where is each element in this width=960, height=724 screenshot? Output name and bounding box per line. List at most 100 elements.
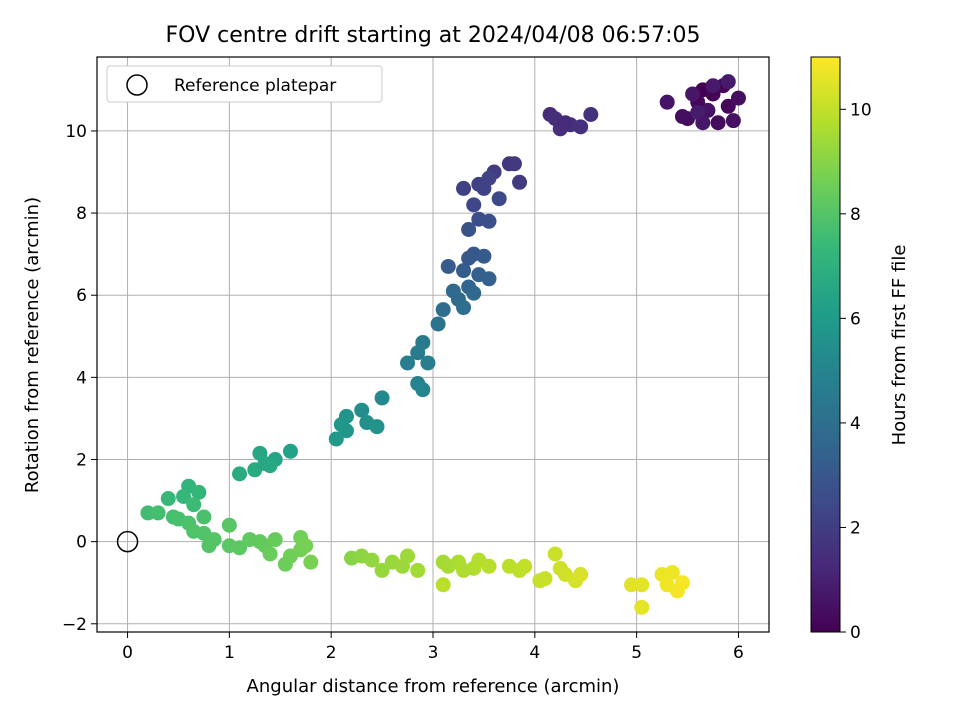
scatter-point [573, 119, 589, 135]
colorbar-tick-label: 6 [850, 309, 861, 329]
scatter-point [456, 263, 472, 279]
scatter-point [506, 156, 522, 172]
scatter-point [221, 517, 237, 533]
x-tick-label: 4 [529, 643, 540, 663]
scatter-point [725, 113, 741, 129]
legend-marker-icon [126, 74, 148, 96]
reference-platepar-marker [116, 530, 139, 553]
scatter-point [705, 78, 721, 94]
scatter-point [456, 180, 472, 196]
scatter-point [664, 564, 680, 580]
y-tick-label: 6 [76, 286, 87, 306]
data-points [140, 74, 746, 615]
scatter-point [303, 554, 319, 570]
scatter-point [232, 466, 248, 482]
scatter-point [481, 213, 497, 229]
scatter-point [512, 174, 528, 190]
scatter-point [374, 390, 390, 406]
y-tick-label: 2 [76, 451, 87, 471]
scatter-point [201, 538, 217, 554]
y-tick-label: 4 [76, 368, 87, 388]
scatter-point [196, 509, 212, 525]
scatter-point [282, 443, 298, 459]
colorbar-tick-label: 10 [850, 100, 872, 120]
x-tick-label: 5 [631, 643, 642, 663]
scatter-point [557, 115, 573, 131]
y-tick-label: 8 [76, 204, 87, 224]
scatter-point [634, 577, 650, 593]
scatter-point [476, 248, 492, 264]
scatter-point [690, 104, 706, 120]
x-tick-label: 1 [224, 643, 235, 663]
x-axis-label: Angular distance from reference (arcmin) [247, 676, 620, 697]
scatter-point [466, 197, 482, 213]
legend-box [106, 65, 383, 103]
scatter-point [481, 558, 497, 574]
scatter-point [461, 250, 477, 266]
scatter-point [461, 222, 477, 237]
scatter-point [659, 94, 675, 110]
colorbar-tick-label: 4 [850, 414, 861, 434]
x-tick-label: 3 [428, 643, 439, 663]
scatter-point [720, 74, 736, 90]
scatter-point [730, 90, 746, 106]
scatter-point [400, 548, 416, 564]
scatter-point [262, 546, 278, 562]
scatter-point [685, 86, 701, 102]
scatter-point [354, 402, 370, 418]
colorbar-tick-label: 2 [850, 518, 861, 538]
scatter-point [410, 562, 426, 578]
y-tick-label: −2 [62, 615, 87, 635]
x-tick-label: 2 [326, 643, 337, 663]
scatter-point [191, 484, 207, 500]
scatter-point [400, 355, 416, 371]
scatter-point [267, 532, 283, 548]
scatter-point [333, 417, 349, 433]
chart-title: FOV centre drift starting at 2024/04/08 … [166, 23, 701, 48]
scatter-point [674, 575, 690, 591]
scatter-point [369, 419, 385, 435]
colorbar-ticks: 0 2 4 6 8 10 [840, 100, 872, 643]
scatter-point [445, 283, 461, 299]
scatter-point [547, 546, 563, 562]
scatter-point [232, 540, 248, 556]
scatter-point [150, 505, 166, 521]
scatter-point [674, 109, 690, 125]
legend: Reference platepar [106, 65, 383, 103]
scatter-point [481, 271, 497, 287]
scatter-point [420, 355, 436, 371]
scatter-point [298, 538, 314, 554]
scatter-point [186, 497, 202, 513]
legend-entry-reference: Reference platepar [174, 76, 336, 96]
scatter-point [328, 431, 344, 447]
scatter-point [720, 98, 736, 114]
axis-ticks: 0 1 2 3 4 5 6 −2 0 2 4 6 8 10 [62, 122, 744, 663]
scatter-point [415, 382, 431, 398]
y-axis-label: Rotation from reference (arcmin) [22, 197, 43, 493]
colorbar-tick-label: 8 [850, 205, 861, 225]
scatter-point [517, 558, 533, 574]
scatter-point [583, 107, 599, 122]
scatter-point [573, 567, 589, 582]
scatter-point [710, 115, 726, 131]
scatter-point [160, 491, 176, 507]
x-tick-label: 0 [122, 643, 133, 663]
reference-marker-layer [116, 530, 139, 553]
scatter-point [435, 302, 451, 318]
y-tick-label: 10 [65, 122, 87, 142]
y-tick-label: 0 [76, 533, 87, 553]
scatter-point [374, 562, 390, 578]
scatter-point [430, 316, 446, 332]
scatter-point [634, 599, 650, 615]
scatter-point [466, 285, 482, 301]
scatter-point [364, 552, 380, 568]
scatter-point [537, 571, 553, 587]
colorbar-tick-label: 0 [850, 623, 861, 643]
scatter-point [435, 577, 451, 593]
scatter-point [176, 488, 192, 504]
scatter-point [257, 456, 273, 472]
x-tick-label: 6 [733, 643, 744, 663]
scatter-point [410, 345, 426, 361]
